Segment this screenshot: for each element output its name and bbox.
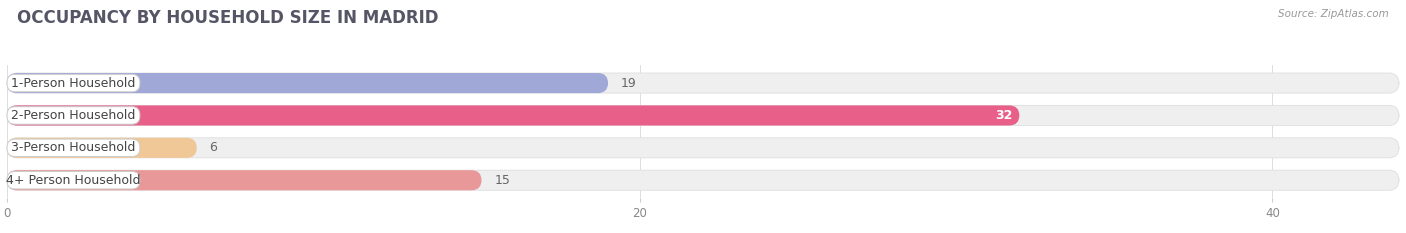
Text: Source: ZipAtlas.com: Source: ZipAtlas.com	[1278, 9, 1389, 19]
FancyBboxPatch shape	[7, 171, 141, 189]
Text: 32: 32	[995, 109, 1012, 122]
FancyBboxPatch shape	[7, 170, 1399, 190]
FancyBboxPatch shape	[7, 138, 1399, 158]
FancyBboxPatch shape	[7, 73, 609, 93]
Text: OCCUPANCY BY HOUSEHOLD SIZE IN MADRID: OCCUPANCY BY HOUSEHOLD SIZE IN MADRID	[17, 9, 439, 27]
FancyBboxPatch shape	[7, 170, 481, 190]
Text: 3-Person Household: 3-Person Household	[11, 141, 135, 154]
Text: 4+ Person Household: 4+ Person Household	[6, 174, 141, 187]
Text: 6: 6	[209, 141, 218, 154]
FancyBboxPatch shape	[7, 74, 141, 92]
FancyBboxPatch shape	[7, 138, 197, 158]
FancyBboxPatch shape	[7, 105, 1019, 126]
Text: 1-Person Household: 1-Person Household	[11, 77, 135, 89]
FancyBboxPatch shape	[7, 139, 141, 157]
Text: 2-Person Household: 2-Person Household	[11, 109, 135, 122]
FancyBboxPatch shape	[7, 73, 1399, 93]
FancyBboxPatch shape	[7, 105, 1399, 126]
FancyBboxPatch shape	[7, 107, 141, 124]
Text: 19: 19	[620, 77, 637, 89]
Text: 15: 15	[495, 174, 510, 187]
